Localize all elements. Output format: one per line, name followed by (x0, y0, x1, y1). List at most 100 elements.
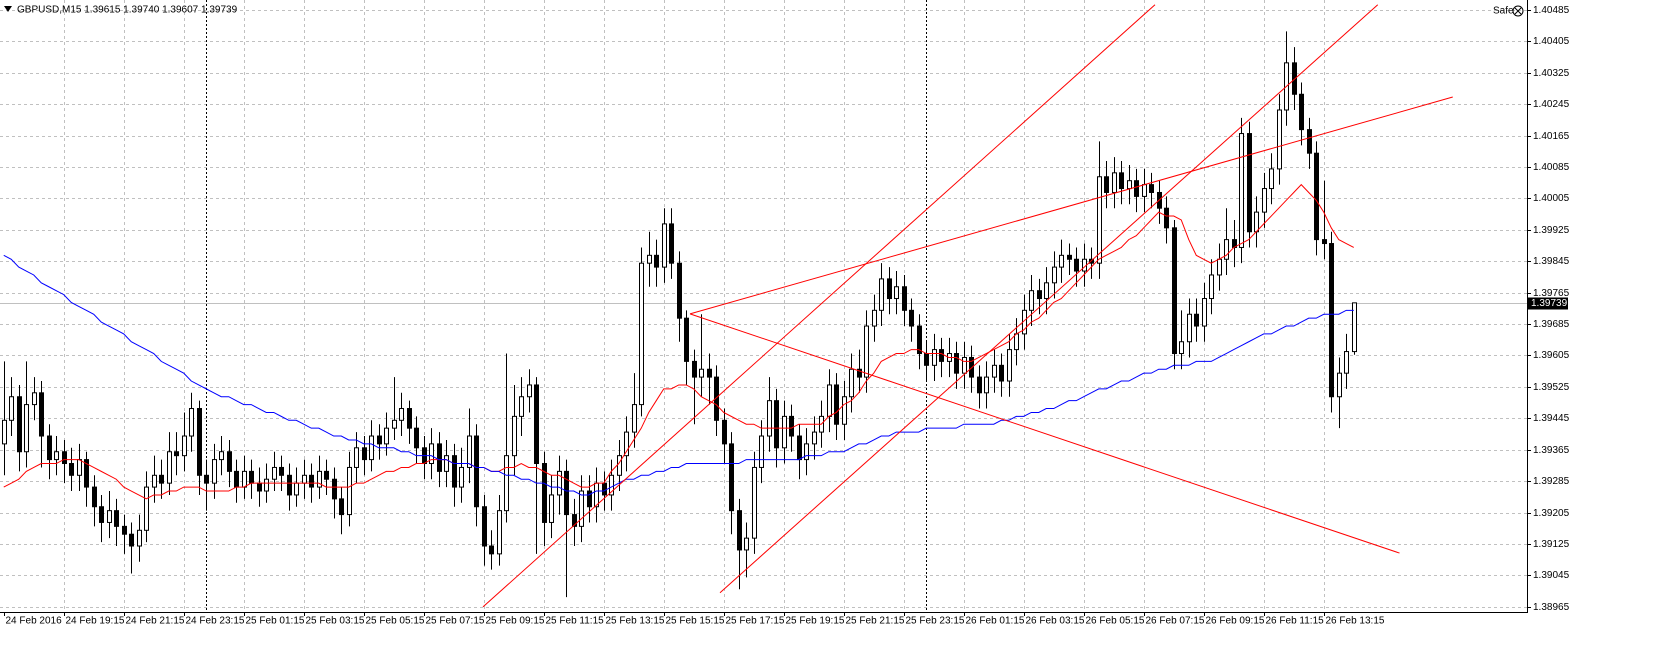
candle-body (257, 482, 262, 492)
x-tick-label: 26 Feb 07:15 (1146, 616, 1205, 627)
candle-body (234, 470, 239, 488)
candle-body (542, 463, 547, 523)
candle-body (692, 360, 697, 378)
x-tick-label: 24 Feb 23:15 (186, 616, 245, 627)
candle-body (609, 474, 614, 496)
chart-title: GBPUSD,M15 1.39615 1.39740 1.39607 1.397… (17, 5, 238, 16)
candle-body (444, 455, 449, 472)
x-tick-label: 25 Feb 09:15 (486, 616, 545, 627)
candle-body (482, 506, 487, 547)
candle-body (879, 278, 884, 311)
candle-body (737, 510, 742, 551)
candle-body (632, 404, 637, 433)
candle-body (92, 486, 97, 508)
candle-body (1037, 290, 1042, 300)
x-tick-label: 25 Feb 17:15 (726, 616, 785, 627)
candle-body (617, 455, 622, 476)
candle-body (647, 254, 652, 264)
y-tick-label: 1.40005 (1533, 193, 1570, 204)
candle-body (789, 415, 794, 437)
x-tick-label: 24 Feb 21:15 (126, 616, 185, 627)
x-tick-label: 26 Feb 01:15 (966, 616, 1025, 627)
candle-body (1097, 176, 1102, 264)
candle-body (219, 451, 224, 461)
y-tick-label: 1.39205 (1533, 508, 1570, 519)
candle-body (339, 498, 344, 516)
candle-body (152, 474, 157, 488)
x-tick-label: 25 Feb 21:15 (846, 616, 905, 627)
candle-body (902, 286, 907, 311)
candle-body (752, 466, 757, 539)
candle-body (767, 400, 772, 437)
candle-body (1149, 184, 1154, 193)
x-tick-label: 26 Feb 11:15 (1266, 616, 1325, 627)
candle-body (677, 262, 682, 319)
candle-body (864, 325, 869, 378)
candle-body (212, 459, 217, 484)
candle-body (842, 396, 847, 425)
candle-body (32, 392, 37, 406)
candle-body (1067, 254, 1072, 260)
candle-body (279, 466, 284, 476)
candle-body (827, 384, 832, 417)
candle-body (489, 545, 494, 555)
y-tick-label: 1.40325 (1533, 68, 1570, 79)
candle-body (744, 537, 749, 551)
safe-icon[interactable] (1512, 5, 1524, 17)
grid (0, 0, 1527, 612)
candle-body (707, 368, 712, 378)
candle-body (294, 482, 299, 496)
candle-body (1164, 207, 1169, 229)
candle-body (1134, 180, 1139, 197)
candle-body (332, 478, 337, 500)
candle-body (1112, 172, 1117, 193)
candle-body (1299, 93, 1304, 131)
x-tick-label: 25 Feb 03:15 (306, 616, 365, 627)
candle-body (399, 408, 404, 421)
candle-body (684, 317, 689, 362)
y-tick-label: 1.39525 (1533, 382, 1570, 393)
candle-body (129, 533, 134, 547)
x-tick-label: 25 Feb 23:15 (906, 616, 965, 627)
x-tick-label: 26 Feb 03:15 (1026, 616, 1085, 627)
candle-body (2, 419, 7, 445)
candle-body (594, 482, 599, 508)
candle-body (1202, 298, 1207, 327)
candle-body (857, 368, 862, 378)
candle-body (114, 510, 119, 527)
x-tick-label: 24 Feb 2016 (6, 616, 63, 627)
candle-body (512, 415, 517, 457)
candle-body (587, 490, 592, 508)
candle-body (1314, 152, 1319, 241)
candle-body (414, 427, 419, 449)
candle-body (47, 435, 52, 461)
candle-body (467, 435, 472, 468)
candle-body (639, 262, 644, 406)
candle-body (624, 431, 629, 457)
candle-body (429, 443, 434, 465)
candle-body (812, 431, 817, 445)
candle-body (1247, 133, 1252, 233)
candle-body (917, 325, 922, 355)
x-tick-label: 25 Feb 15:15 (666, 616, 725, 627)
last-price-label: 1.39739 (1531, 298, 1568, 309)
candle-body (167, 451, 172, 484)
trend-line (482, 4, 1156, 608)
safe-label[interactable]: Safe (1493, 6, 1514, 17)
candle-body (407, 408, 412, 429)
candle-body (992, 364, 997, 378)
trend-line (719, 4, 1379, 594)
y-tick-label: 1.39285 (1533, 476, 1570, 487)
candle-body (797, 435, 802, 461)
candle-body (302, 474, 307, 484)
candle-body (954, 353, 959, 374)
candle-body (99, 506, 104, 523)
candle-body (1044, 282, 1049, 300)
candle-body (324, 470, 329, 480)
trend-line (689, 96, 1453, 315)
y-tick-label: 1.40085 (1533, 162, 1570, 173)
candle-body (354, 447, 359, 468)
y-tick-label: 1.38965 (1533, 602, 1570, 613)
y-tick-label: 1.39925 (1533, 225, 1570, 236)
